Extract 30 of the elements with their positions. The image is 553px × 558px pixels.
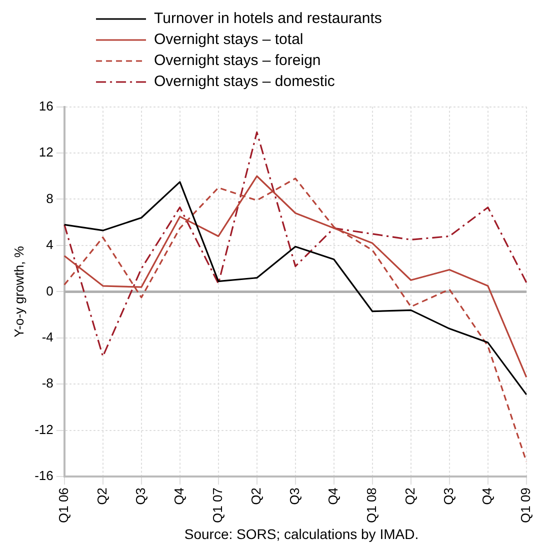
x-tick-label: Q1 08 — [364, 488, 379, 524]
y-tick-label: 0 — [46, 283, 54, 298]
x-tick-label: Q1 07 — [210, 488, 225, 524]
x-tick-label: Q3 — [286, 488, 302, 505]
x-tick-label: Q3 — [440, 488, 456, 505]
x-tick-label: Q4 — [325, 488, 340, 505]
y-tick-label: -12 — [34, 422, 54, 437]
y-axis-title: Y-o-y growth, % — [11, 246, 26, 338]
y-tick-label: 4 — [46, 237, 54, 252]
legend-label: Turnover in hotels and restaurants — [154, 10, 382, 27]
x-tick-label: Q2 — [248, 488, 264, 505]
y-tick-label: 12 — [38, 144, 54, 160]
legend-label: Overnight stays – total — [154, 31, 304, 48]
y-tick-label: 16 — [38, 98, 54, 114]
source-note: Source: SORS; calculations by IMAD. — [183, 526, 420, 542]
x-tick-label: Q3 — [132, 488, 148, 505]
x-tick-label: Q1 06 — [56, 488, 71, 524]
line-series — [64, 131, 528, 358]
y-tick-label: -16 — [34, 468, 54, 484]
y-tick-label: -8 — [42, 376, 54, 391]
x-tick-label: Q1 09 — [518, 488, 533, 524]
x-tick-label: Q2 — [94, 488, 110, 505]
legend-label: Overnight stays – domestic — [154, 73, 335, 90]
legend-label: Overnight stays – foreign — [154, 52, 321, 69]
x-tick-label: Q4 — [479, 488, 494, 505]
y-tick-label: -4 — [42, 329, 54, 344]
x-tick-label: Q2 — [402, 488, 418, 505]
x-tick-label: Q4 — [171, 488, 186, 505]
y-tick-label: 8 — [46, 190, 54, 206]
line-series — [64, 178, 528, 462]
